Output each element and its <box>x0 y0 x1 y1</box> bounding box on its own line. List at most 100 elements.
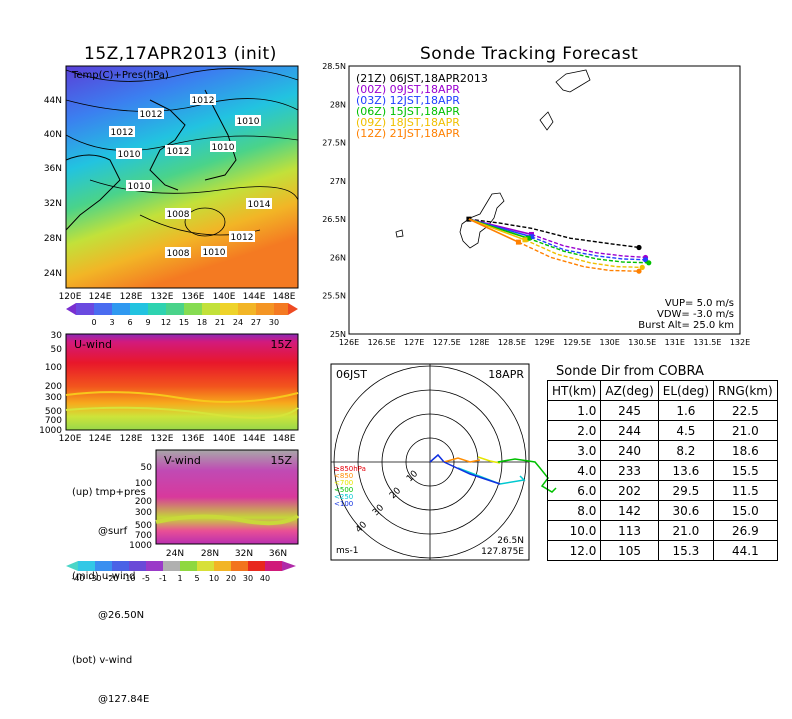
table-cell: 15.0 <box>713 500 778 521</box>
table-cell: 1.6 <box>657 400 715 421</box>
polar-plot: 10 20 30 40 06JST 18APR ms-1 26.5N 127.8… <box>330 363 557 561</box>
track-line <box>531 236 646 261</box>
isobar-label: 1010 <box>203 248 226 258</box>
x-tick-label: 130E <box>600 338 620 347</box>
colorbar-tick: 30 <box>269 318 279 327</box>
track-lead-line <box>468 218 526 241</box>
table-cell: 2.0 <box>546 420 602 441</box>
isobar-label: 1010 <box>128 182 151 192</box>
temperature-map <box>65 65 299 289</box>
isobar-label: 1012 <box>192 96 215 106</box>
lat-label: 32N <box>44 199 62 209</box>
isobar-label: 1012 <box>167 147 190 157</box>
vup-text: VUP= 5.0 m/s <box>665 298 734 309</box>
table-row: 8.0 142 30.6 15.0 <box>546 500 778 521</box>
legend-entry: (06Z) 15JST,18APR <box>356 105 460 118</box>
legend-entry: (09Z) 18JST,18APR <box>356 116 460 129</box>
table-cell: 240 <box>600 440 659 461</box>
table-cell: 21.0 <box>713 420 778 441</box>
y-tick-label: 26N <box>330 253 346 262</box>
table-cell: 44.1 <box>713 540 778 561</box>
v-wind-pressure-labels: 50 100 200 300 500 700 1000 <box>129 463 152 551</box>
wind-colorbar-labels: -40 -30 -20 -10 -5 -1 1 5 10 20 30 40 <box>71 574 270 583</box>
colorbar-tick: 10 <box>209 574 219 583</box>
table-cell: 26.9 <box>713 520 778 541</box>
lon-label: 144E <box>243 292 266 302</box>
lon-label: 136E <box>182 434 205 444</box>
pressure-label: 700 <box>45 416 62 426</box>
isobar-label: 1012 <box>140 110 163 120</box>
y-tick-label: 25.5N <box>322 292 346 301</box>
table-cell: 13.6 <box>657 460 715 481</box>
isobar-label: 1010 <box>212 143 235 153</box>
isobar-label: 1010 <box>237 117 260 127</box>
table-row: 3.0 240 8.2 18.6 <box>546 440 778 461</box>
colorbar-tick: 40 <box>260 574 270 583</box>
lat-label: 32N <box>235 549 253 559</box>
map-lat-labels: 44N 40N 36N 32N 28N 24N <box>44 96 62 279</box>
track-burst-point <box>528 234 534 240</box>
table-cell: 202 <box>600 480 659 501</box>
colorbar-tick: 30 <box>243 574 253 583</box>
x-tick-label: 128E <box>469 338 489 347</box>
hodograph-segment <box>443 457 481 463</box>
isobar-labels: 1012 1012 1012 1010 1010 1012 1010 1010 … <box>109 94 272 259</box>
pressure-label: 200 <box>135 497 152 507</box>
table-cell: 15.5 <box>713 460 778 481</box>
note-bot-line2: @127.84E <box>98 694 150 705</box>
x-tick-label: 130.5E <box>628 338 656 347</box>
table-cell: 22.5 <box>713 400 778 421</box>
table-cell: 12.0 <box>546 540 602 561</box>
hodograph-segment <box>477 456 501 464</box>
tracking-plot-area <box>348 65 741 335</box>
note-bot-line1: (bot) v-wind <box>72 655 133 666</box>
lon-label: 148E <box>273 292 296 302</box>
temp-colorbar <box>66 303 298 315</box>
colorbar-tick: 27 <box>251 318 261 327</box>
colorbar-tick: 18 <box>197 318 207 327</box>
table-row: 12.0 105 15.3 44.1 <box>546 540 778 561</box>
col-header: HT(km) <box>546 380 602 401</box>
colorbar-tick: 12 <box>161 318 171 327</box>
lon-label: 124E <box>89 292 112 302</box>
temp-colorbar-labels: 0 3 6 9 12 15 18 21 24 27 30 <box>91 318 279 327</box>
track-line <box>524 239 643 269</box>
colorbar-tick: 0 <box>91 318 96 327</box>
table-cell: 21.0 <box>657 520 715 541</box>
wind-colorbar <box>66 561 296 571</box>
note-up-line1: (up) tmp+pres <box>72 487 146 498</box>
colorbar-tick: -1 <box>159 574 167 583</box>
legend-entry: (12Z) 21JST,18APR <box>356 127 460 140</box>
y-tick-label: 27.5N <box>322 139 346 148</box>
island-outline <box>395 229 404 238</box>
sonde-table-title: Sonde Dir from COBRA <box>556 364 704 379</box>
table-cell: 15.3 <box>657 540 715 561</box>
island-outline <box>555 69 591 93</box>
table-cell: 244 <box>600 420 659 441</box>
lat-label: 44N <box>44 96 62 106</box>
x-tick-label: 131E <box>665 338 685 347</box>
lon-label: 120E <box>59 434 82 444</box>
polar-legend-entry: <700 <box>334 479 353 487</box>
table-cell: 4.5 <box>657 420 715 441</box>
lon-label: 148E <box>273 434 296 444</box>
table-cell: 11.5 <box>713 480 778 501</box>
colorbar-tick: 5 <box>194 574 199 583</box>
table-row: 2.0 244 4.5 21.0 <box>546 420 778 441</box>
x-tick-label: 127E <box>404 338 424 347</box>
polar-time-label: 06JST <box>336 368 367 381</box>
pressure-label: 100 <box>45 363 62 373</box>
colorbar-tick: 3 <box>109 318 114 327</box>
x-tick-label: 128.5E <box>498 338 526 347</box>
lon-label: 124E <box>89 434 112 444</box>
pressure-label: 30 <box>51 331 63 341</box>
lat-label: 40N <box>44 130 62 140</box>
table-cell: 8.0 <box>546 500 602 521</box>
y-tick-label: 25N <box>330 330 346 339</box>
track-burst-point <box>515 239 521 245</box>
colorbar-tick: 24 <box>233 318 243 327</box>
colorbar-tick: 15 <box>179 318 189 327</box>
pressure-label: 300 <box>135 508 152 518</box>
v-wind-section <box>155 449 300 545</box>
map-title: 15Z,17APR2013 (init) <box>84 44 277 64</box>
